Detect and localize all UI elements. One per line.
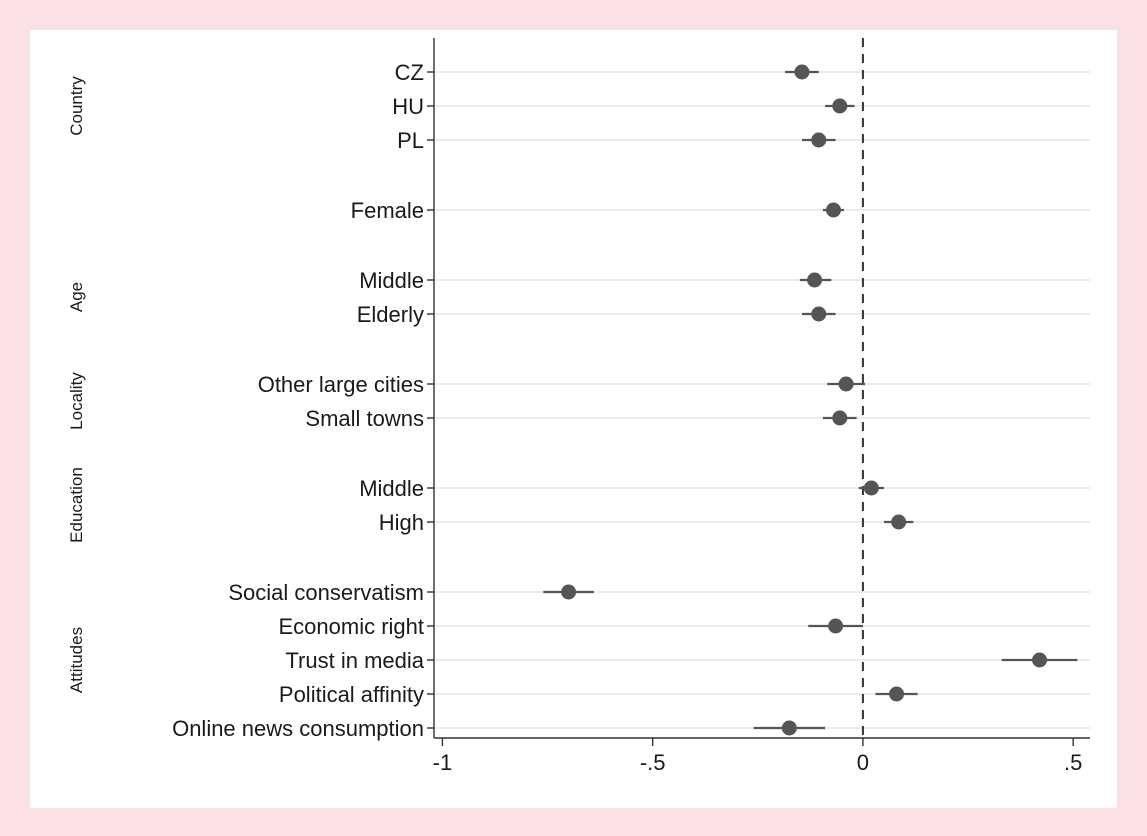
point-estimate (1032, 652, 1048, 668)
group-label: Education (67, 467, 86, 543)
category-label: Elderly (357, 302, 424, 327)
point-estimate (891, 514, 907, 530)
x-tick-label: -1 (433, 750, 453, 775)
category-label: Political affinity (279, 682, 424, 707)
category-label: Social conservatism (228, 580, 424, 605)
category-label: Middle (359, 268, 424, 293)
point-estimate (832, 410, 848, 426)
point-estimate (811, 132, 827, 148)
chart-panel: CZ HU PL Female Middle Elderly Other large cit… (30, 30, 1117, 808)
category-label: High (379, 510, 424, 535)
group-label: Locality (67, 372, 86, 430)
category-label: Female (351, 198, 424, 223)
point-estimate (832, 98, 848, 114)
point-estimate (828, 618, 844, 634)
category-label: Online news consumption (172, 716, 424, 741)
group-label: Country (67, 76, 86, 136)
category-label: Middle (359, 476, 424, 501)
x-tick-label: 0 (857, 750, 869, 775)
point-estimate (863, 480, 879, 496)
coefficient-plot: CZ HU PL Female Middle Elderly Other large cit… (67, 38, 1090, 775)
point-estimate (825, 202, 841, 218)
category-label: CZ (395, 60, 424, 85)
category-label: HU (392, 94, 424, 119)
point-estimate (794, 64, 810, 80)
point-estimate (811, 306, 827, 322)
group-label: Attitudes (67, 627, 86, 693)
point-estimate (781, 720, 797, 736)
group-label: Age (67, 282, 86, 312)
category-label: Small towns (305, 406, 424, 431)
category-label: Trust in media (285, 648, 424, 673)
category-label: PL (397, 128, 424, 153)
point-estimate (807, 272, 823, 288)
x-tick-label: .5 (1064, 750, 1082, 775)
category-label: Other large cities (258, 372, 424, 397)
category-label: Economic right (278, 614, 424, 639)
x-tick-label: -.5 (640, 750, 666, 775)
point-estimate (561, 584, 577, 600)
point-estimate (889, 686, 905, 702)
point-estimate (838, 376, 854, 392)
